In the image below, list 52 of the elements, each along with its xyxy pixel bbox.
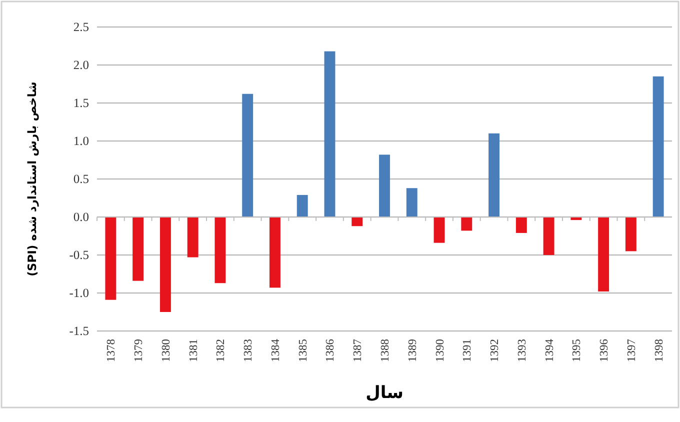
x-tick-label: 1398 [653,338,666,362]
bar [488,133,500,217]
bar [214,217,226,284]
x-tick-label: 1397 [626,338,638,362]
bar [270,217,280,288]
x-axis-title: سال [366,383,404,403]
bar [160,217,171,312]
bar [516,217,527,233]
x-tick-label: 1393 [516,338,528,362]
x-tick-label: 1378 [106,338,118,362]
bar [324,51,336,217]
x-tick-label: 1395 [571,338,584,362]
y-tick-label: 0.5 [73,172,89,186]
bar [352,217,363,226]
bar [105,217,116,300]
bar [379,154,390,217]
bar [132,217,144,281]
bar [652,76,664,217]
x-tick-label: 1390 [434,338,446,362]
bar [296,194,308,217]
bar [625,217,636,252]
y-tick-label: 1.0 [73,134,89,148]
bar [543,217,554,255]
x-tick-label: 1392 [489,338,502,362]
x-tick-label: 1388 [380,338,392,362]
bar [461,217,472,231]
y-axis-title: شاخص بارش استاندارد شده (SPI) [25,82,39,276]
x-tick-label: 1383 [242,338,255,362]
y-tick-label: 0.0 [73,210,89,224]
y-tick-label: 1.5 [73,96,89,110]
y-tick-label: -1.5 [69,324,89,338]
y-tick-label: -1.0 [69,286,89,300]
x-tick-label: 1385 [297,338,310,362]
bar [242,94,254,217]
x-tick-label: 1396 [598,338,611,362]
x-tick-label: 1387 [352,338,364,362]
bar [187,217,198,258]
x-tick-label: 1391 [462,338,474,362]
y-tick-label: 2.5 [73,20,89,34]
y-tick-label: 2.0 [73,58,89,72]
x-tick-label: 1380 [160,338,172,362]
x-tick-label: 1381 [188,338,200,362]
y-tick-label: -0.5 [69,248,89,262]
bar [598,217,610,292]
x-tick-label: 1389 [406,338,419,362]
bar [406,188,418,217]
bar [434,217,445,243]
x-tick-label: 1384 [270,338,282,362]
x-tick-label: 1386 [324,338,337,362]
x-tick-label: 1379 [133,338,146,362]
x-tick-label: 1382 [215,338,228,362]
x-tick-label: 1394 [544,338,556,362]
